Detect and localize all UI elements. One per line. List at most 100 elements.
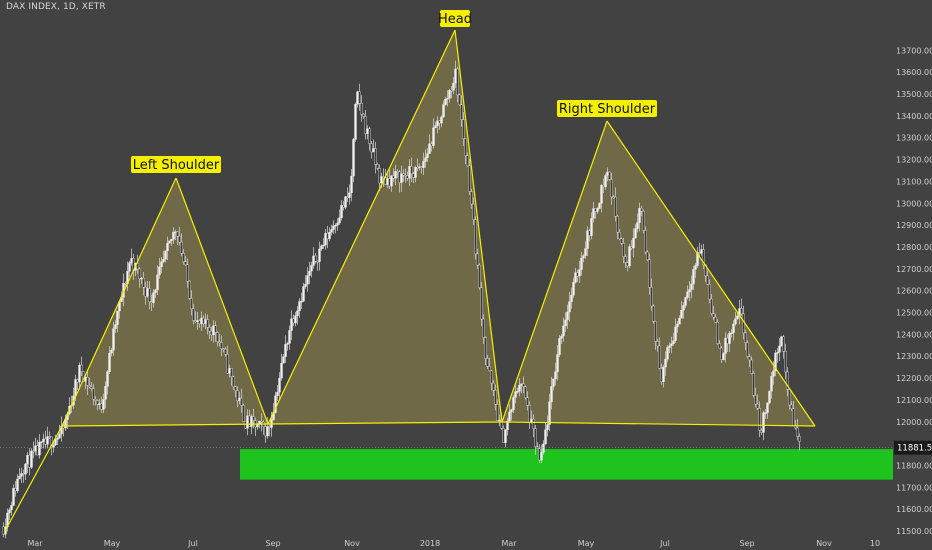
y-tick-label: 12000.00 xyxy=(896,418,932,427)
candle xyxy=(28,454,31,468)
candle xyxy=(796,427,799,437)
candle xyxy=(470,191,473,205)
candle xyxy=(510,409,513,413)
y-tick-label: 12100.00 xyxy=(896,396,932,405)
candle xyxy=(576,272,579,277)
candle xyxy=(16,478,19,492)
candle xyxy=(592,208,595,219)
candle xyxy=(668,345,671,348)
candle xyxy=(472,203,475,220)
candle xyxy=(572,282,575,296)
candle xyxy=(92,388,95,400)
candle xyxy=(582,255,585,259)
candle xyxy=(346,196,349,198)
candle xyxy=(638,207,641,223)
candle xyxy=(780,336,783,347)
candle xyxy=(442,104,445,118)
candle xyxy=(46,436,49,445)
head-fill xyxy=(268,30,502,424)
candle xyxy=(496,404,499,421)
candle xyxy=(646,251,649,261)
head-fall xyxy=(454,29,503,423)
last-price-badge xyxy=(894,440,932,455)
neckline-mid xyxy=(267,421,503,425)
candle xyxy=(348,192,351,198)
candle xyxy=(42,438,45,442)
candle xyxy=(208,327,211,332)
y-tick-label: 12300.00 xyxy=(896,352,932,361)
candle xyxy=(192,308,195,321)
candle xyxy=(248,415,251,427)
candle xyxy=(692,269,695,285)
candle xyxy=(12,488,15,506)
candle xyxy=(32,450,35,453)
candle xyxy=(518,384,521,392)
candle xyxy=(784,351,787,373)
candle xyxy=(522,383,525,388)
candle xyxy=(498,419,501,422)
candle xyxy=(362,114,365,117)
candle xyxy=(756,403,759,409)
candle xyxy=(222,348,225,351)
candle xyxy=(414,167,417,178)
candle xyxy=(52,444,55,448)
y-tick-label: 12800.00 xyxy=(896,243,932,252)
candle xyxy=(786,371,789,390)
candle xyxy=(494,389,497,405)
y-tick-label: 11700.00 xyxy=(896,483,932,492)
candle xyxy=(114,324,117,329)
candle xyxy=(454,68,457,84)
candle xyxy=(212,325,215,336)
candle xyxy=(74,379,77,397)
candle xyxy=(94,398,97,401)
candle xyxy=(688,289,691,293)
candle xyxy=(798,436,801,442)
candle xyxy=(558,338,561,355)
candle xyxy=(350,175,353,194)
candle xyxy=(96,400,99,405)
candle xyxy=(644,230,647,253)
candle xyxy=(606,171,609,176)
candle xyxy=(622,243,625,257)
annotation-badge xyxy=(440,10,470,27)
candle xyxy=(380,176,383,184)
candle xyxy=(476,253,479,266)
candle xyxy=(682,305,685,311)
candle xyxy=(250,416,253,427)
candle xyxy=(100,403,103,410)
candle xyxy=(542,443,545,453)
candle xyxy=(198,320,201,324)
candle xyxy=(264,426,267,437)
y-tick-label: 12900.00 xyxy=(896,221,932,230)
candle xyxy=(98,403,101,406)
candle xyxy=(464,138,467,156)
candle xyxy=(188,281,191,299)
annotation-label: Head xyxy=(438,12,472,27)
candle xyxy=(308,270,311,276)
candle xyxy=(214,325,217,333)
candle xyxy=(160,261,163,267)
candle xyxy=(446,98,449,100)
x-tick-label: Sep xyxy=(739,539,754,548)
x-tick-label: Nov xyxy=(344,539,360,548)
candle xyxy=(194,320,197,322)
candle xyxy=(146,288,149,297)
candle xyxy=(168,240,171,244)
candle xyxy=(182,253,185,262)
candle xyxy=(90,386,93,390)
candle xyxy=(658,345,661,369)
y-tick-label: 11500.00 xyxy=(896,527,932,536)
x-tick-label: Mar xyxy=(501,539,517,548)
candle xyxy=(138,268,141,279)
candle xyxy=(20,473,23,477)
candle xyxy=(402,173,405,176)
candle xyxy=(610,179,613,198)
candle xyxy=(686,291,689,298)
candle xyxy=(734,318,737,325)
candle xyxy=(444,99,447,105)
candle xyxy=(540,452,543,461)
candle xyxy=(544,429,547,445)
candle xyxy=(702,249,705,266)
y-tick-label: 13600.00 xyxy=(896,68,932,77)
